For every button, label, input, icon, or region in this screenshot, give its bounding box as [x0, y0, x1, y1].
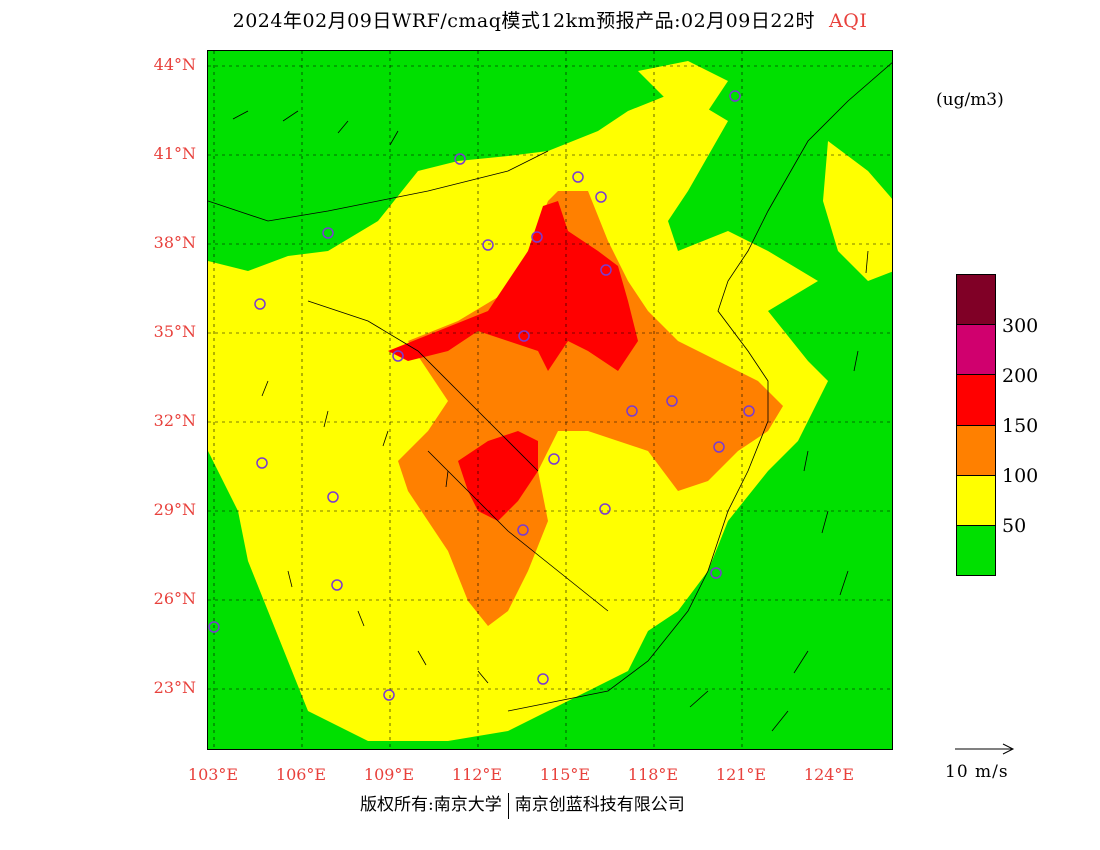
- page-title: 2024年02月09日WRF/cmaq模式12km预报产品:02月09日22时 A…: [0, 6, 1100, 33]
- legend-tick-200: 200: [1002, 365, 1039, 387]
- lat-label-29: 29°N: [153, 500, 196, 519]
- legend-swatch-good: [957, 524, 995, 576]
- lon-label-124: 124°E: [803, 765, 855, 784]
- lon-label-103: 103°E: [187, 765, 239, 784]
- legend-swatch-moderate: [957, 474, 995, 525]
- aqi-map: [208, 51, 892, 749]
- lat-label-44: 44°N: [153, 55, 196, 74]
- title-main: 2024年02月09日WRF/cmaq模式12km预报产品:02月09日22时: [232, 10, 816, 32]
- legend-swatch-very-unhealthy: [957, 324, 995, 375]
- title-variable: AQI: [829, 10, 868, 32]
- lat-label-32: 32°N: [153, 411, 196, 430]
- boundary-lines: [208, 62, 892, 712]
- copyright-right: 南京创蓝科技有限公司: [514, 795, 685, 815]
- lon-label-112: 112°E: [451, 765, 503, 784]
- legend-swatch-hazardous: [957, 275, 995, 325]
- wind-vectors: [232, 110, 869, 732]
- map-frame: [207, 50, 893, 750]
- lat-label-35: 35°N: [153, 322, 196, 341]
- lat-label-41: 41°N: [153, 144, 196, 163]
- lon-label-121: 121°E: [715, 765, 767, 784]
- lon-label-115: 115°E: [539, 765, 591, 784]
- legend-swatch-unhealthy: [957, 374, 995, 425]
- legend-tick-150: 150: [1002, 415, 1039, 437]
- lat-label-26: 26°N: [153, 589, 196, 608]
- lon-label-109: 109°E: [363, 765, 415, 784]
- legend-tick-300: 300: [1002, 315, 1039, 337]
- aqi-moderate-north: [638, 61, 728, 111]
- lon-label-106: 106°E: [275, 765, 327, 784]
- wind-reference-label: 10 m/s: [945, 762, 1009, 782]
- legend-swatch-sensitive: [957, 424, 995, 475]
- unit-label: (ug/m3): [936, 90, 1004, 110]
- legend-tick-100: 100: [1002, 465, 1039, 487]
- lat-lon-grid: [208, 51, 892, 749]
- copyright: 版权所有:南京大学 南京创蓝科技有限公司: [360, 790, 685, 819]
- lat-label-23: 23°N: [153, 678, 196, 697]
- city-markers: [208, 90, 755, 701]
- lon-label-118: 118°E: [627, 765, 679, 784]
- wind-reference: 10 m/s: [945, 742, 1025, 782]
- wind-reference-arrow-icon: [955, 743, 1015, 755]
- lat-label-38: 38°N: [153, 233, 196, 252]
- legend-tick-50: 50: [1002, 515, 1027, 537]
- copyright-left: 版权所有:南京大学: [360, 795, 502, 815]
- aqi-unhealthy-north: [388, 201, 638, 371]
- aqi-moderate-northeast: [823, 141, 892, 281]
- aqi-unhealthy-central: [458, 431, 538, 521]
- copyright-separator: [507, 792, 509, 819]
- aqi-legend: [956, 274, 996, 576]
